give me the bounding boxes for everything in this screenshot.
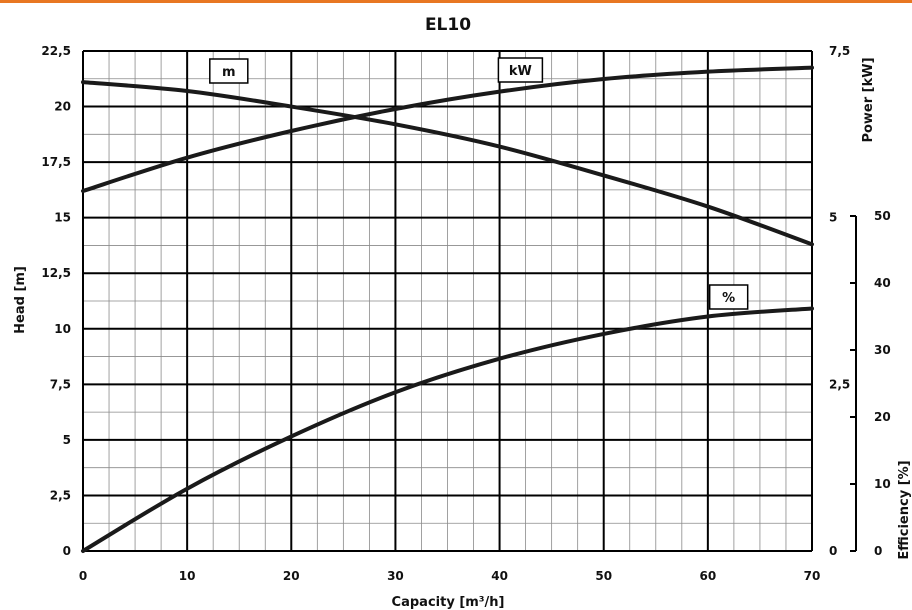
y-axis-label-head: Head [m]	[13, 266, 28, 334]
head-tick-label: 5	[63, 433, 71, 447]
y-axis-label-power: Power [kW]	[861, 57, 876, 142]
chart-title: EL10	[425, 15, 471, 35]
efficiency-tick-label: 30	[874, 343, 891, 357]
power-tick-label: 0	[829, 544, 837, 558]
x-tick-label: 10	[179, 569, 196, 583]
series-line-efficiency	[81, 306, 814, 553]
x-tick-label: 60	[700, 569, 717, 583]
curve-label-box-efficiency	[708, 284, 749, 310]
curve-labels: m kW%	[209, 57, 749, 310]
curve-label-box-power	[497, 57, 544, 83]
tick-labels: 0 10 20 30 40 50 60 7002,557,51012,51517,52022,…	[41, 44, 890, 583]
x-tick-label: 30	[387, 569, 404, 583]
curve-label-efficiency: %	[722, 291, 735, 306]
y-axis-label-efficiency: Efficiency [%]	[897, 460, 912, 559]
curves	[81, 65, 814, 553]
power-tick-label: 2,5	[829, 377, 850, 391]
x-tick-label: 0	[79, 569, 87, 583]
efficiency-tick-label: 20	[874, 410, 891, 424]
head-tick-label: 7,5	[50, 377, 71, 391]
x-tick-label: 40	[491, 569, 508, 583]
x-axis-label: Capacity [m³/h]	[392, 595, 505, 610]
power-tick-label: 5	[829, 211, 837, 225]
efficiency-tick-label: 40	[874, 276, 891, 290]
head-tick-label: 12,5	[41, 266, 71, 280]
efficiency-tick-label: 0	[874, 544, 882, 558]
head-tick-label: 15	[54, 211, 71, 225]
series-line-power	[81, 65, 814, 193]
x-tick-label: 20	[283, 569, 300, 583]
head-tick-label: 0	[63, 544, 71, 558]
power-tick-label: 7,5	[829, 44, 850, 58]
series-line-head	[81, 80, 814, 247]
header-accent-line	[0, 0, 912, 3]
head-tick-label: 10	[54, 322, 71, 336]
head-tick-label: 17,5	[41, 155, 71, 169]
curve-label-box-head	[209, 58, 249, 84]
curve-label-power: kW	[509, 64, 532, 79]
efficiency-tick-label: 50	[874, 209, 891, 223]
x-tick-label: 50	[595, 569, 612, 583]
head-tick-label: 20	[54, 100, 71, 114]
curve-label-head: m	[222, 65, 236, 80]
efficiency-tick-label: 10	[874, 477, 891, 491]
grid	[82, 50, 857, 552]
x-tick-label: 70	[804, 569, 821, 583]
head-tick-label: 22,5	[41, 44, 71, 58]
head-tick-label: 2,5	[50, 488, 71, 502]
